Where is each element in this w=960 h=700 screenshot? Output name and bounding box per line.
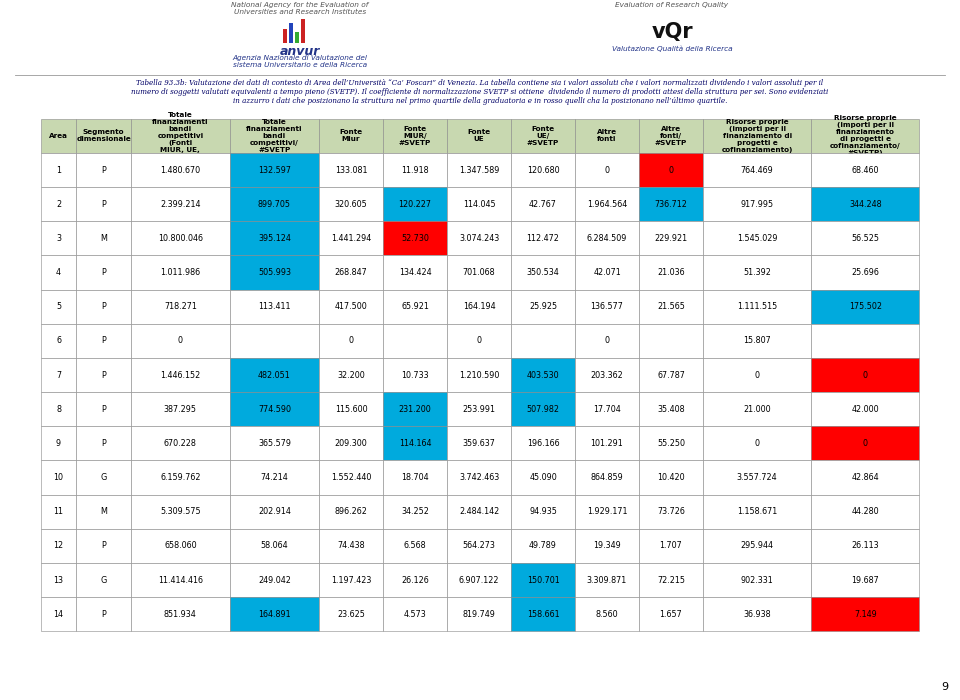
Text: anvur: anvur [279, 45, 321, 58]
Text: Universities and Research Institutes: Universities and Research Institutes [234, 9, 366, 15]
Text: 9: 9 [941, 682, 948, 692]
Bar [301, 19, 305, 43]
Bar [289, 23, 293, 43]
Text: Agenzia Nazionale di Valutazione del: Agenzia Nazionale di Valutazione del [232, 55, 368, 61]
Text: National Agency for the Evaluation of: National Agency for the Evaluation of [231, 2, 369, 8]
Text: Evaluation of Research Quality: Evaluation of Research Quality [615, 2, 729, 8]
Text: in azzurro i dati che posizionano la struttura nel primo quartile della graduato: in azzurro i dati che posizionano la str… [233, 97, 727, 105]
Text: vQr: vQr [651, 22, 693, 42]
Text: Tabella 93.3b: Valutazione dei dati di contesto di Area dell’Università “Ca’ Fos: Tabella 93.3b: Valutazione dei dati di c… [136, 79, 824, 87]
Text: numero di soggetti valutati equivalenti a tempo pieno (SVETP). Il coefficiente d: numero di soggetti valutati equivalenti … [132, 88, 828, 96]
Text: sistema Universitario e della Ricerca: sistema Universitario e della Ricerca [233, 62, 367, 68]
Bar [295, 32, 299, 43]
Bar [283, 29, 287, 43]
Text: Valutazione Qualità della Ricerca: Valutazione Qualità della Ricerca [612, 45, 732, 52]
